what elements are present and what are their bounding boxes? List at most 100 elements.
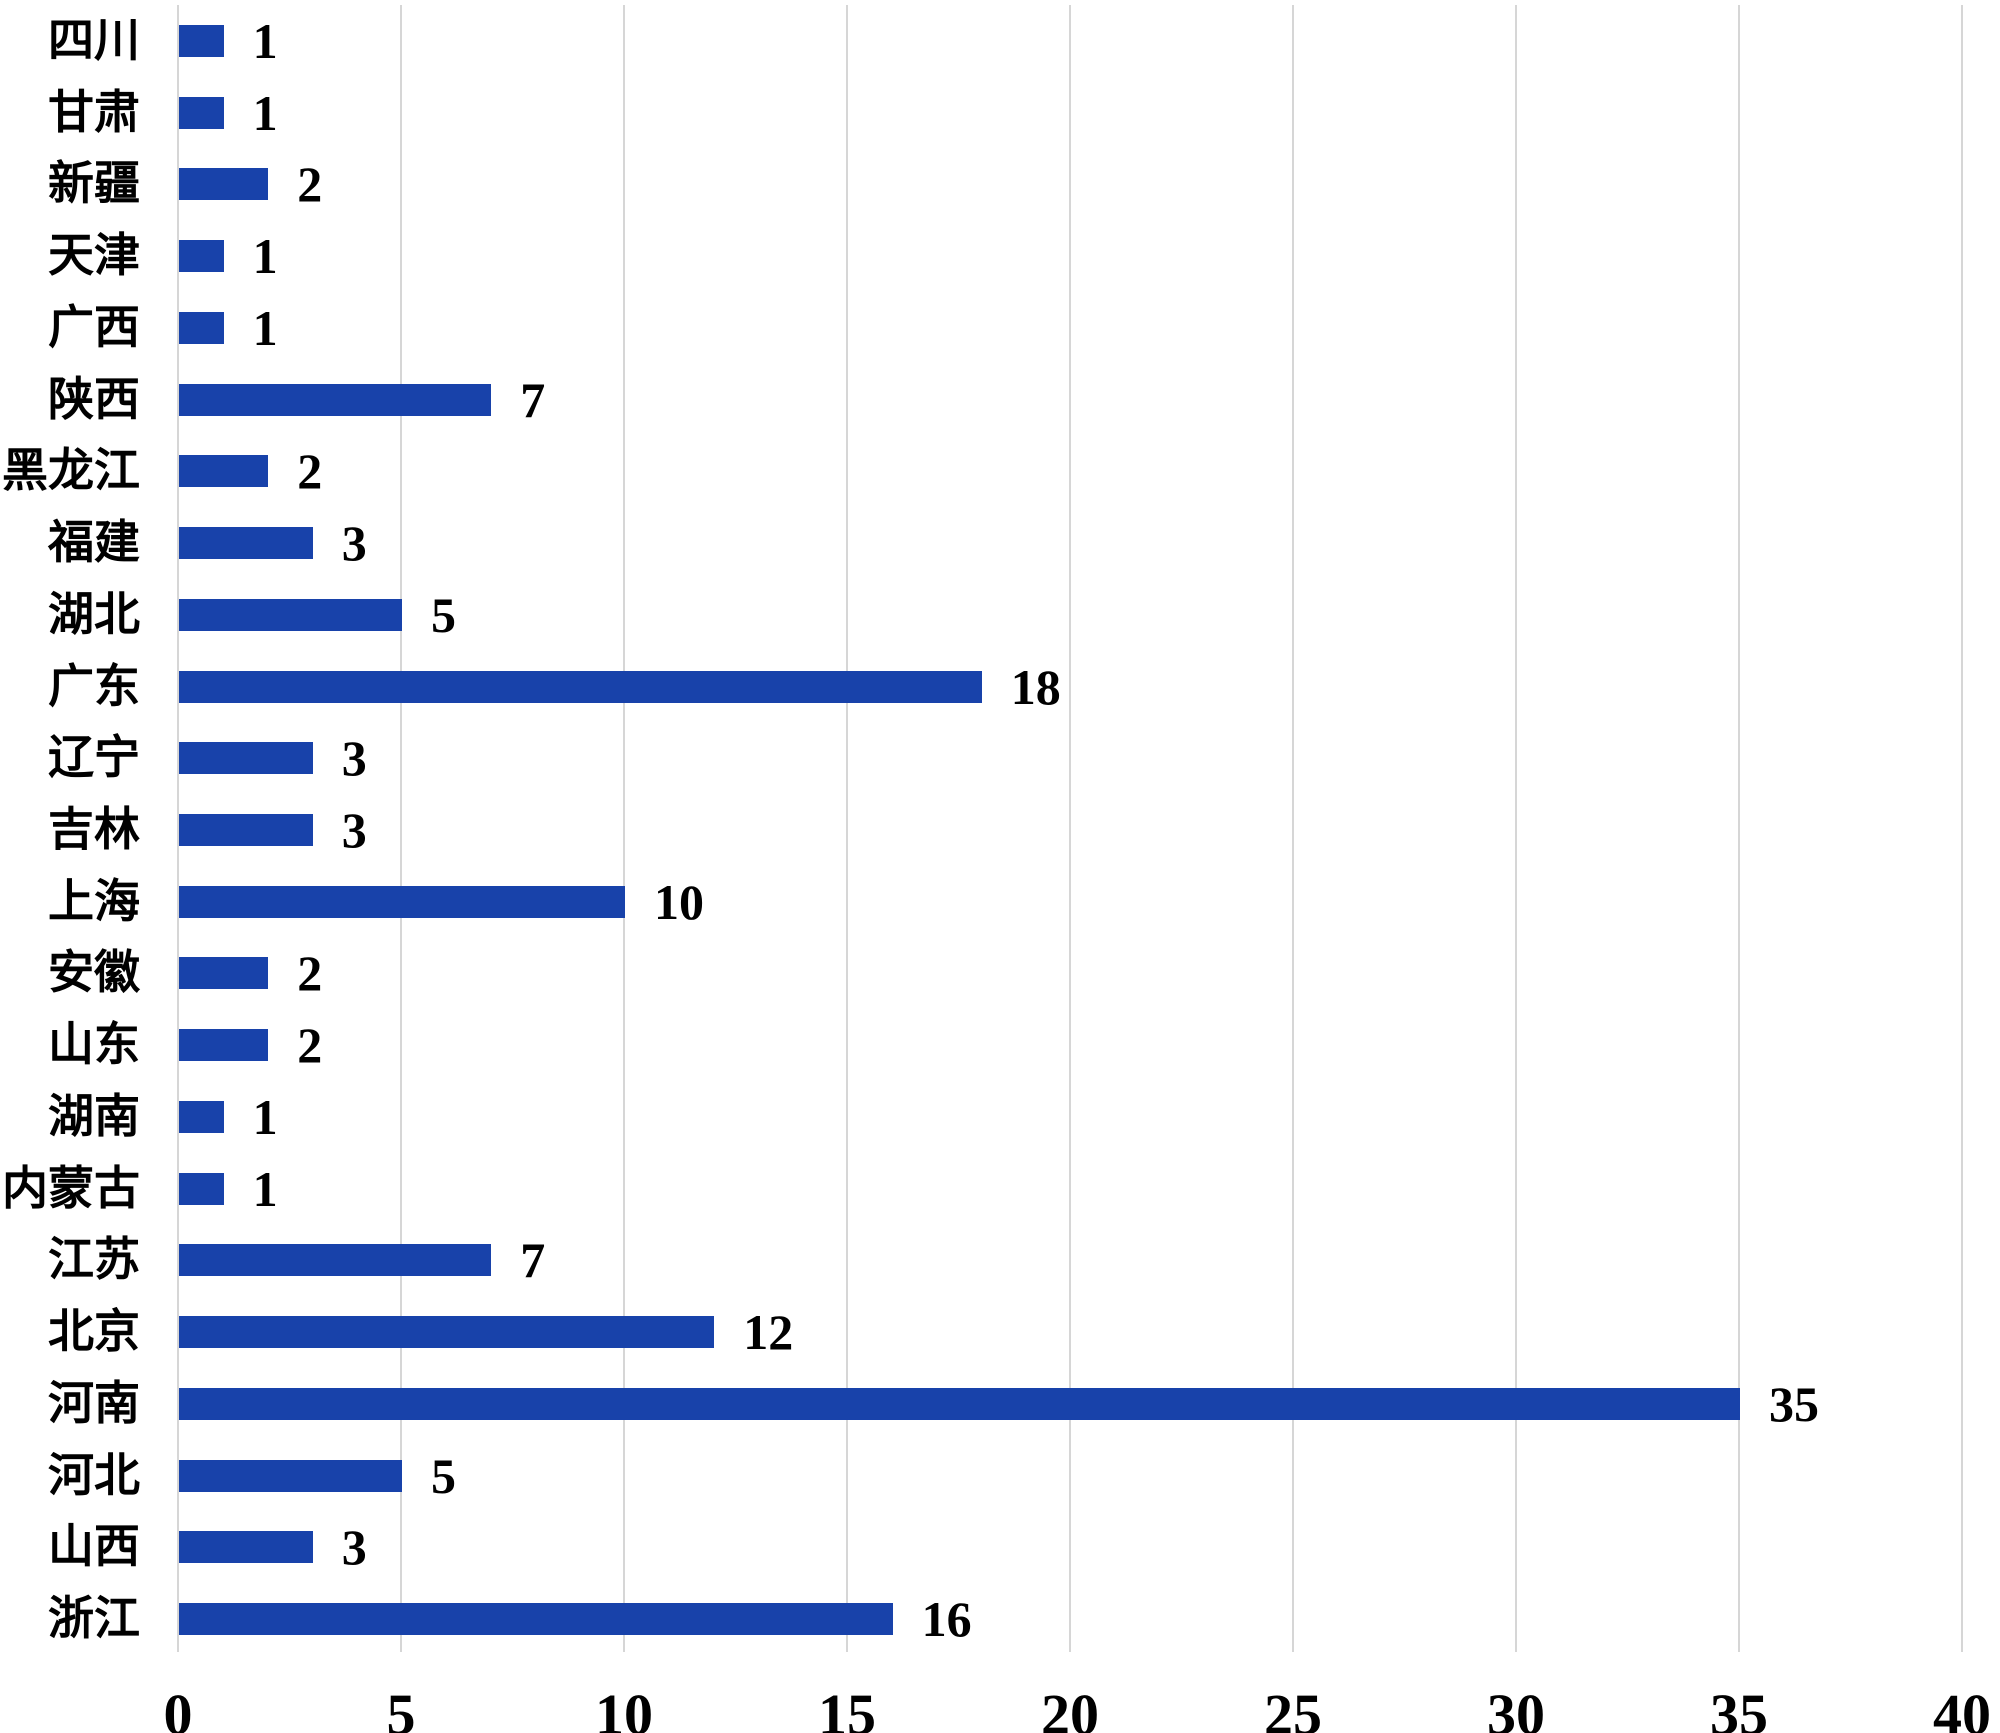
bar-chart-row: 山东 2 [0,1009,2000,1081]
bar-chart-row: 甘肃 1 [0,77,2000,149]
gridline [400,5,402,1652]
bar [179,957,269,990]
bar [179,885,625,918]
value-label: 3 [341,730,367,787]
bar-chart-row: 湖北 5 [0,579,2000,651]
bar-chart-row: 吉林 3 [0,794,2000,866]
bar [179,1387,1740,1420]
gridline [846,5,848,1652]
bar [179,1459,402,1492]
value-label: 12 [743,1304,794,1361]
bar-chart-row: 新疆 2 [0,149,2000,221]
bar-chart-row: 广东 18 [0,651,2000,723]
x-axis-tick-label: 25 [1264,1682,1322,1733]
bar [179,814,313,847]
value-label: 2 [297,443,323,500]
bar [179,1531,313,1564]
bar [179,24,224,57]
bar-chart-row: 湖南 1 [0,1081,2000,1153]
gridline [1738,5,1740,1652]
category-label: 内蒙古 [2,1162,140,1214]
gridline [1069,5,1071,1652]
x-axis-tick-label: 40 [1933,1682,1991,1733]
category-label: 湖北 [48,588,140,640]
category-label: 新疆 [48,158,140,210]
bar [179,1172,224,1205]
value-label: 7 [520,1232,546,1289]
category-label: 河南 [48,1377,140,1429]
x-axis-tick-label: 5 [386,1682,416,1733]
category-label: 湖南 [48,1090,140,1142]
bar [179,96,224,129]
bar [179,168,269,201]
value-label: 3 [341,802,367,859]
category-label: 天津 [48,230,140,282]
category-label: 北京 [48,1306,140,1358]
value-label: 1 [252,84,278,141]
value-label: 5 [431,586,456,643]
category-label: 福建 [48,517,140,569]
bar [179,1603,893,1636]
gridline [1961,5,1963,1652]
bar-chart-row: 辽宁 3 [0,722,2000,794]
bar-chart-row: 安徽 2 [0,938,2000,1010]
x-axis-tick-label: 20 [1041,1682,1099,1733]
category-label: 吉林 [48,804,140,856]
bar-chart-row: 浙江 16 [0,1583,2000,1655]
x-axis-tick-label: 15 [818,1682,876,1733]
gridline [623,5,625,1652]
value-label: 2 [297,945,323,1002]
bar [179,240,224,273]
bar-chart-row: 上海 10 [0,866,2000,938]
value-label: 1 [252,12,278,69]
bar [179,1100,224,1133]
category-label: 山西 [48,1521,140,1573]
category-label: 陕西 [48,373,140,425]
bar [179,598,402,631]
category-label: 江苏 [48,1234,140,1286]
x-axis-tick-label: 10 [595,1682,653,1733]
value-label: 2 [297,1017,323,1074]
x-axis-tick-label: 30 [1487,1682,1545,1733]
value-label: 7 [520,371,546,428]
value-label: 10 [654,873,704,930]
value-label: 3 [341,515,367,572]
category-label: 甘肃 [48,86,140,138]
category-label: 上海 [48,875,140,927]
category-label: 黑龙江 [2,445,140,497]
bar-chart-row: 福建 3 [0,507,2000,579]
value-label: 3 [341,1519,367,1576]
bar [179,1316,715,1349]
gridline [177,5,179,1652]
bar-chart-row: 陕西 7 [0,364,2000,436]
bar [179,527,313,560]
bar [179,1029,269,1062]
value-label: 1 [252,1160,278,1217]
x-axis-tick-label: 35 [1710,1682,1768,1733]
value-label: 18 [1010,658,1061,715]
bar-chart-row: 广西 1 [0,292,2000,364]
category-label: 安徽 [48,947,140,999]
value-label: 35 [1769,1375,1819,1432]
bar [179,455,269,488]
bar-chart-row: 黑龙江 2 [0,436,2000,508]
bar [179,670,982,703]
bar-chart-row: 北京 12 [0,1296,2000,1368]
value-label: 2 [297,156,323,213]
category-label: 河北 [48,1449,140,1501]
x-axis-tick-label: 0 [163,1682,193,1733]
bar-chart-row: 山西 3 [0,1511,2000,1583]
category-label: 四川 [48,14,140,66]
category-label: 辽宁 [48,732,140,784]
bar-chart-row: 天津 1 [0,220,2000,292]
category-label: 广东 [48,660,140,712]
bar-chart-row: 河北 5 [0,1440,2000,1512]
bar-chart-row: 河南 35 [0,1368,2000,1440]
bar [179,383,492,416]
bar-chart-row: 内蒙古 1 [0,1153,2000,1225]
bar [179,311,224,344]
value-label: 1 [252,1088,278,1145]
value-label: 16 [921,1591,972,1648]
value-label: 1 [252,228,278,285]
